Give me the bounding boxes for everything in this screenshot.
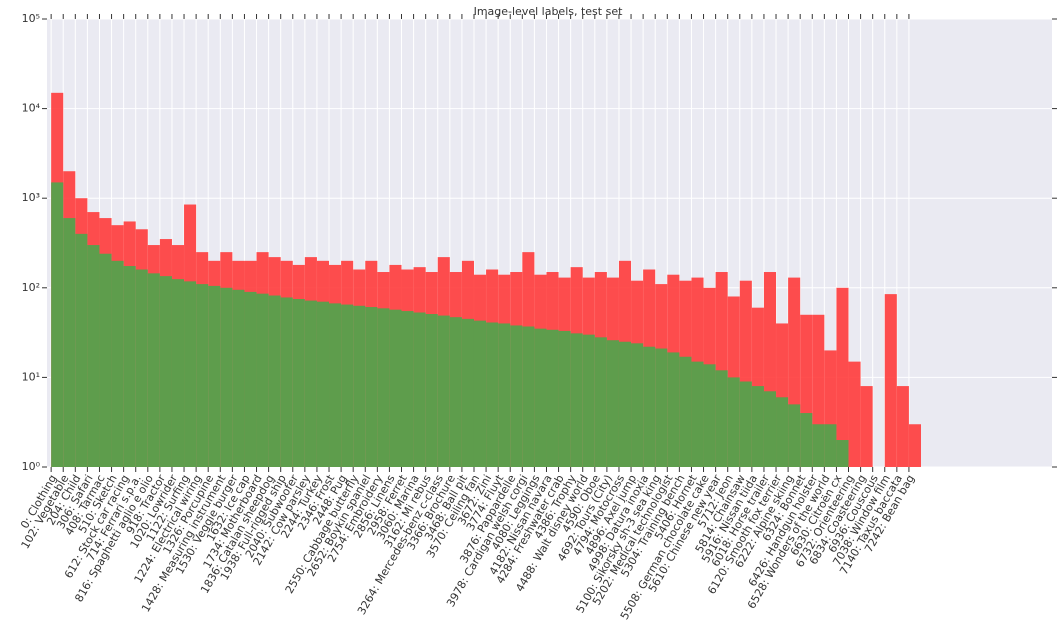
bar: [87, 245, 100, 467]
bar: [353, 305, 366, 467]
bar: [618, 341, 632, 467]
bar: [534, 328, 547, 467]
bar: [365, 307, 378, 467]
bar: [256, 293, 269, 467]
chart-title: Image-level labels, test set: [474, 5, 624, 18]
bar: [594, 337, 607, 467]
bar: [232, 289, 245, 467]
bar: [848, 361, 861, 467]
bar: [401, 311, 414, 467]
bar: [316, 301, 330, 467]
bar: [800, 413, 813, 467]
bar: [643, 346, 656, 467]
bar: [788, 404, 801, 467]
bar: [739, 381, 752, 467]
bar: [546, 329, 559, 467]
bar: [824, 424, 837, 467]
bar: [570, 333, 583, 467]
bar: [184, 281, 197, 467]
bar: [292, 298, 305, 467]
bar: [377, 308, 390, 467]
bar: [304, 300, 317, 467]
bar: [486, 322, 499, 467]
bar: [413, 312, 426, 467]
bar: [655, 348, 668, 467]
bar: [123, 266, 136, 467]
y-tick-label: 10²: [22, 281, 40, 294]
bar: [558, 330, 571, 467]
bar: [268, 295, 281, 467]
bar: [703, 364, 716, 467]
bar: [691, 361, 704, 467]
bar: [896, 386, 909, 467]
bar: [522, 326, 535, 467]
bar: [510, 325, 523, 467]
bar: [437, 315, 450, 467]
bar: [196, 284, 209, 467]
bar: [63, 218, 76, 467]
bar: [75, 233, 88, 467]
bar: [329, 303, 342, 467]
bar: [582, 334, 595, 467]
y-tick-label: 10⁰: [22, 460, 41, 473]
bar: [908, 424, 922, 467]
bar: [860, 386, 873, 467]
bar: [473, 320, 487, 467]
bar: [763, 391, 777, 467]
bar: [425, 314, 438, 467]
bar: [679, 356, 692, 467]
bar: [341, 304, 354, 467]
y-tick-label: 10³: [22, 191, 40, 204]
y-tick-label: 10¹: [22, 370, 40, 383]
bar: [111, 260, 124, 467]
bar: [135, 269, 148, 467]
bar: [171, 279, 185, 467]
bar: [836, 287, 849, 467]
bar: [99, 253, 112, 467]
bar: [449, 317, 462, 467]
bar: [812, 424, 825, 467]
bar: [389, 309, 402, 467]
bar: [208, 285, 221, 467]
bar: [244, 291, 257, 467]
bar: [631, 343, 644, 467]
bars: [51, 92, 922, 468]
bar: [461, 318, 474, 467]
bar: [51, 182, 64, 467]
bar: [836, 440, 849, 467]
bar: [776, 397, 789, 467]
bar: [159, 276, 172, 467]
bar: [220, 287, 233, 467]
bar: [751, 386, 764, 467]
y-tick-label: 10⁴: [22, 102, 41, 115]
bar: [884, 294, 897, 467]
bar: [498, 323, 511, 467]
bar: [147, 273, 160, 467]
bar: [667, 352, 680, 467]
bar: [715, 370, 728, 467]
bar: [280, 297, 293, 467]
y-tick-label: 10⁵: [22, 12, 40, 25]
bar: [606, 340, 619, 467]
bar: [727, 377, 740, 467]
